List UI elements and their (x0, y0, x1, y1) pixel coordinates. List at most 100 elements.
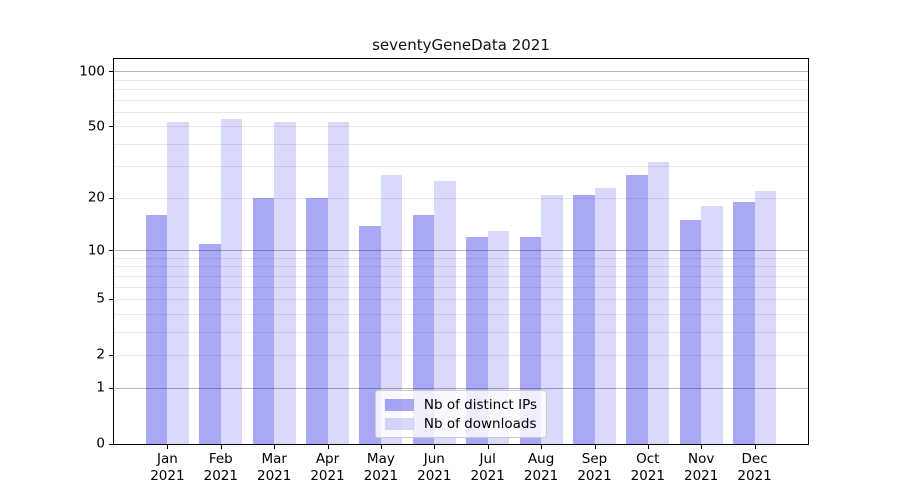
y-tick-label-50: 50 (87, 118, 105, 135)
x-tick-label-line: 2021 (257, 468, 292, 484)
gridline-minor-2 (114, 354, 808, 356)
gridline-minor-9 (114, 257, 808, 259)
legend-item-downloads: Nb of downloads (384, 414, 537, 433)
bar-nb-of-distinct-ips-apr-2021 (306, 198, 328, 444)
y-tick-label-20: 20 (87, 189, 105, 206)
x-tick-label-line: 2021 (737, 468, 772, 484)
bar-nb-of-distinct-ips-sep-2021 (573, 194, 595, 444)
x-tick-label-line: 2021 (310, 468, 345, 484)
grid-layer (114, 59, 808, 444)
legend-label-distinct-ips: Nb of distinct IPs (423, 396, 538, 413)
bar-nb-of-distinct-ips-feb-2021 (199, 243, 221, 444)
x-tick-label-line: 2021 (523, 468, 559, 484)
gridline-minor-30 (114, 166, 808, 168)
x-tick-jul-2021 (487, 445, 489, 449)
y-tick-label-100: 100 (79, 63, 105, 80)
gridline-minor-5 (114, 298, 808, 300)
chart-title: seventyGeneData 2021 (372, 36, 550, 54)
bar-nb-of-downloads-may-2021 (380, 175, 403, 444)
x-tick-label-jul-2021: Jul 2021 (471, 451, 505, 485)
x-tick-label-aug-2021: Aug 2021 (524, 451, 558, 485)
bar-nb-of-distinct-ips-oct-2021 (626, 175, 648, 444)
bars-layer (114, 59, 808, 444)
x-tick-label-line: 2021 (470, 468, 505, 484)
x-tick-label-line: Dec (741, 451, 768, 467)
x-tick-label-feb-2021: Feb 2021 (204, 451, 238, 485)
x-tick-label-sep-2021: Sep 2021 (577, 451, 611, 485)
gridline-minor-60 (114, 111, 808, 113)
gridline-minor-4 (114, 313, 808, 315)
x-tick-label-line: Apr (315, 451, 340, 467)
x-tick-label-line: Jun (423, 451, 445, 467)
gridline-minor-6 (114, 286, 808, 288)
x-tick-label-line: Mar (261, 451, 287, 467)
x-tick-feb-2021 (220, 445, 222, 449)
legend-swatch-downloads (384, 417, 414, 430)
bar-nb-of-distinct-ips-dec-2021 (733, 202, 755, 444)
bar-nb-of-downloads-aug-2021 (541, 194, 563, 444)
x-tick-label-line: Jan (156, 451, 178, 467)
axis-layer: Jan 2021 Feb 2021 Mar 2021 Apr 2021 May 2021 Jun 20… (79, 59, 808, 484)
bar-nb-of-downloads-feb-2021 (220, 119, 243, 444)
x-tick-mar-2021 (274, 445, 276, 449)
bar-nb-of-downloads-jun-2021 (434, 181, 456, 444)
gridline-minor-90 (114, 79, 808, 81)
x-tick-aug-2021 (541, 445, 543, 449)
x-tick-label-line: Oct (636, 451, 660, 467)
gridline-minor-7 (114, 275, 808, 277)
x-tick-jun-2021 (434, 445, 436, 449)
x-tick-label-line: 2021 (630, 468, 665, 484)
x-tick-label-may-2021: May 2021 (364, 451, 398, 485)
gridline-minor-3 (114, 331, 808, 333)
bar-nb-of-downloads-mar-2021 (274, 122, 296, 444)
x-tick-label-line: 2021 (363, 468, 399, 484)
gridline-minor-8 (114, 266, 808, 268)
y-tick-50 (109, 126, 113, 128)
x-tick-label-line: May (366, 451, 395, 467)
bar-nb-of-downloads-apr-2021 (327, 122, 349, 444)
x-tick-label-apr-2021: Apr 2021 (310, 451, 344, 485)
x-tick-label-line: Aug (527, 451, 555, 467)
bar-nb-of-downloads-nov-2021 (701, 206, 723, 444)
y-tick-label-2: 2 (96, 346, 105, 363)
legend: Nb of distinct IPs Nb of downloads (374, 390, 548, 438)
y-tick-0 (109, 443, 113, 445)
x-tick-label-dec-2021: Dec 2021 (737, 451, 771, 485)
gridline-minor-70 (114, 99, 808, 101)
gridline-minor-50 (114, 126, 808, 128)
x-tick-label-line: 2021 (684, 468, 719, 484)
x-tick-label-nov-2021: Nov 2021 (684, 451, 718, 485)
gridline-minor-80 (114, 88, 808, 90)
gridline-major-100 (114, 71, 808, 73)
x-tick-label-line: 2021 (577, 468, 612, 484)
x-tick-label-jun-2021: Jun 2021 (417, 451, 451, 485)
bar-nb-of-distinct-ips-may-2021 (359, 225, 381, 444)
y-tick-100 (109, 71, 113, 73)
y-tick-label-1: 1 (96, 379, 105, 396)
x-tick-sep-2021 (594, 445, 596, 449)
x-tick-label-oct-2021: Oct 2021 (631, 451, 665, 485)
x-tick-label-line: 2021 (203, 468, 238, 484)
legend-swatch-distinct-ips (384, 398, 414, 411)
bar-nb-of-downloads-dec-2021 (754, 191, 777, 444)
gridline-major-10 (114, 250, 808, 251)
x-tick-label-jan-2021: Jan 2021 (150, 451, 184, 485)
x-tick-label-line: Nov (688, 451, 715, 467)
y-tick-10 (109, 250, 113, 251)
y-tick-20 (109, 197, 113, 199)
gridline-minor-40 (114, 143, 808, 145)
plot-area: Jan 2021 Feb 2021 Mar 2021 Apr 2021 May 2021 Jun 20… (79, 58, 809, 484)
bar-nb-of-downloads-oct-2021 (647, 161, 670, 444)
x-tick-label-line: Jul (479, 451, 496, 467)
y-tick-5 (109, 298, 113, 300)
x-tick-jan-2021 (167, 445, 169, 449)
bar-nb-of-downloads-jan-2021 (167, 122, 189, 444)
y-tick-1 (109, 387, 113, 389)
bar-nb-of-distinct-ips-mar-2021 (252, 198, 275, 444)
gridline-major-1 (114, 387, 808, 389)
x-tick-label-line: 2021 (417, 468, 452, 484)
y-tick-label-10: 10 (87, 242, 105, 259)
x-tick-label-line: 2021 (150, 468, 185, 484)
gridline-minor-20 (114, 197, 808, 199)
